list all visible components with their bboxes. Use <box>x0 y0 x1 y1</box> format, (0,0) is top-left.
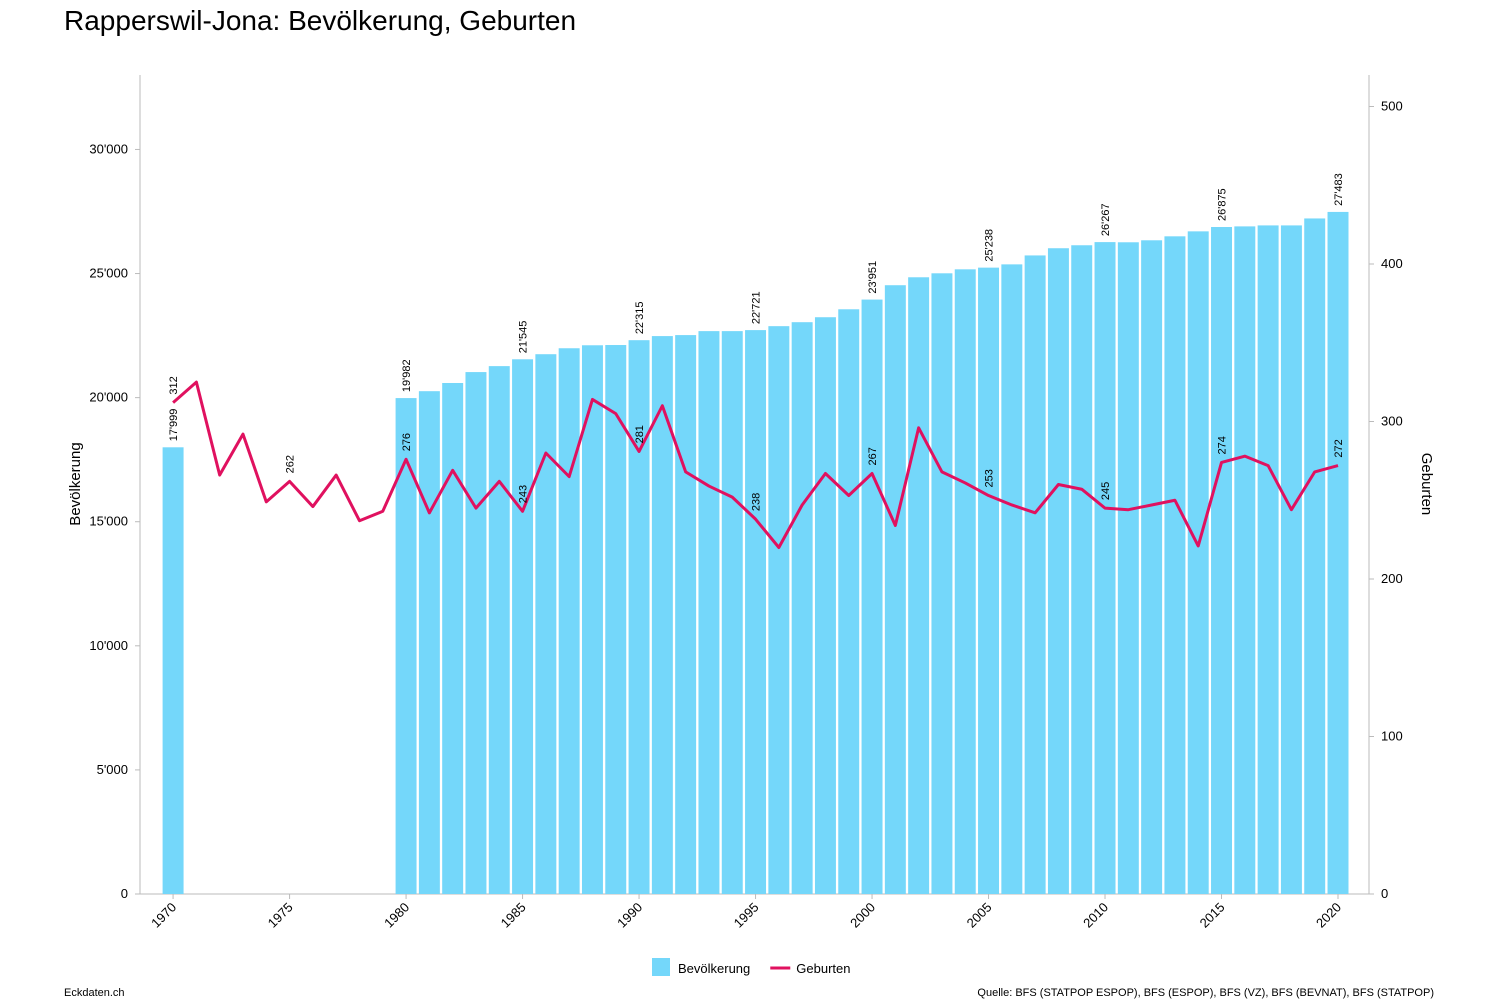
bar-value-label: 21'545 <box>518 321 530 354</box>
bar-value-label: 17'999 <box>168 409 180 442</box>
bar <box>884 285 906 895</box>
legend-swatch <box>652 958 670 976</box>
bar <box>581 345 603 894</box>
bar <box>838 309 860 894</box>
line-value-label: 312 <box>168 376 180 394</box>
line-value-label: 274 <box>1217 436 1229 454</box>
bar <box>675 335 697 894</box>
bar <box>465 372 487 895</box>
y-tick-label: 10'000 <box>89 638 128 653</box>
y2-tick-label: 0 <box>1381 886 1388 901</box>
bar <box>418 391 440 894</box>
bar <box>861 299 883 895</box>
bar <box>1024 255 1046 895</box>
x-tick-label: 2020 <box>1313 900 1344 931</box>
y-tick-label: 15'000 <box>89 514 128 529</box>
bar <box>1164 236 1186 894</box>
bar <box>791 322 813 894</box>
bar <box>1047 248 1069 895</box>
x-tick-label: 2000 <box>847 900 878 931</box>
source: Quelle: BFS (STATPOP ESPOP), BFS (ESPOP)… <box>977 987 1434 999</box>
line-value-label: 267 <box>867 447 879 465</box>
y-tick-label: 25'000 <box>89 266 128 281</box>
bar <box>628 340 650 895</box>
bar <box>535 354 557 894</box>
bar <box>512 359 534 895</box>
bar <box>1071 245 1093 894</box>
y2-tick-label: 300 <box>1381 414 1403 429</box>
bar <box>395 398 417 894</box>
line <box>172 380 1339 549</box>
bar <box>162 447 184 894</box>
bar <box>931 273 953 895</box>
y2-tick-label: 400 <box>1381 256 1403 271</box>
bar <box>1211 227 1233 895</box>
bar <box>1094 242 1116 894</box>
x-tick-label: 1985 <box>498 900 529 931</box>
bar <box>1257 225 1279 894</box>
bar <box>1280 225 1302 894</box>
bar <box>1304 218 1326 894</box>
line-value-label: 262 <box>285 455 297 473</box>
x-tick-label: 1980 <box>381 900 412 931</box>
bar-value-label: 27'483 <box>1333 173 1345 206</box>
x-tick-label: 2005 <box>964 900 995 931</box>
line-value-label: 276 <box>401 433 413 451</box>
bar <box>1234 226 1256 894</box>
bar-value-label: 22'315 <box>634 301 646 334</box>
line-value-label: 272 <box>1333 439 1345 457</box>
y-tick-label: 0 <box>121 886 128 901</box>
legend-label: Geburten <box>796 961 850 976</box>
y-axis-label: Bevölkerung <box>67 442 84 525</box>
x-tick-label: 1970 <box>148 900 179 931</box>
y-tick-label: 30'000 <box>89 141 128 156</box>
bar <box>908 277 930 894</box>
bar-value-label: 22'721 <box>751 291 763 324</box>
bar-value-label: 25'238 <box>984 229 996 262</box>
bar <box>1327 211 1349 895</box>
bar <box>558 348 580 894</box>
x-tick-label: 2010 <box>1080 900 1111 931</box>
bar <box>768 326 790 894</box>
x-tick-label: 1975 <box>265 900 296 931</box>
x-tick-label: 1995 <box>731 900 762 931</box>
bar-value-label: 26'267 <box>1100 203 1112 236</box>
bar <box>814 317 836 894</box>
legend-label: Bevölkerung <box>678 961 750 976</box>
bar <box>1141 240 1163 895</box>
y2-tick-label: 500 <box>1381 99 1403 114</box>
line-value-label: 245 <box>1100 482 1112 500</box>
bar-value-label: 26'875 <box>1217 188 1229 221</box>
bar <box>721 331 743 894</box>
bar-value-label: 23'951 <box>867 261 879 294</box>
y2-axis-label: Geburten <box>1418 453 1435 516</box>
bar-value-label: 19'982 <box>401 359 413 392</box>
bar <box>1001 264 1023 894</box>
y-tick-label: 5'000 <box>97 762 128 777</box>
x-tick-label: 2015 <box>1197 900 1228 931</box>
bar <box>954 269 976 894</box>
bar <box>488 366 510 894</box>
y-tick-label: 20'000 <box>89 390 128 405</box>
line-value-label: 238 <box>751 493 763 511</box>
bar <box>605 345 627 894</box>
bar <box>745 330 767 894</box>
line-value-label: 243 <box>518 485 530 503</box>
bar <box>1187 231 1209 894</box>
chart-title: Rapperswil-Jona: Bevölkerung, Geburten <box>64 5 576 36</box>
bar <box>1117 242 1139 895</box>
bar <box>442 382 464 894</box>
line-value-label: 281 <box>634 425 646 443</box>
credit: Eckdaten.ch <box>64 987 125 999</box>
bar <box>698 331 720 894</box>
y2-tick-label: 100 <box>1381 729 1403 744</box>
bar <box>978 267 1000 894</box>
line-value-label: 253 <box>984 469 996 487</box>
x-tick-label: 1990 <box>614 900 645 931</box>
y2-tick-label: 200 <box>1381 571 1403 586</box>
bar <box>651 336 673 894</box>
